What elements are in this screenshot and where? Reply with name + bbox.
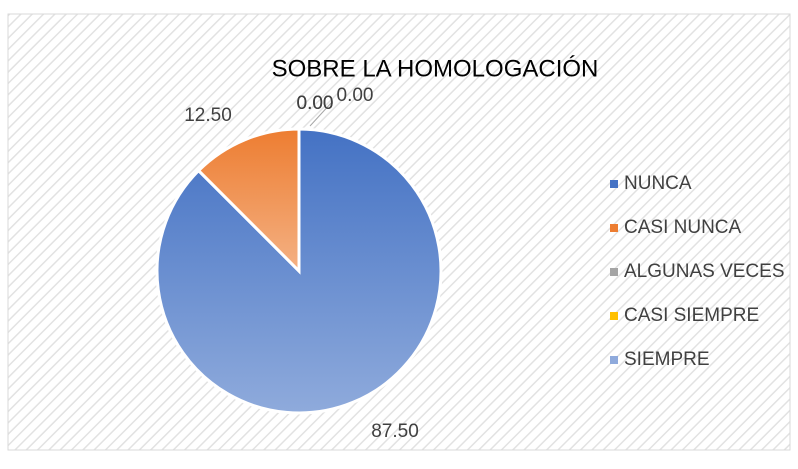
legend-label: SIEMPRE (624, 349, 710, 370)
legend-label: CASI NUNCA (624, 217, 742, 238)
data-label: 0.00 (297, 93, 334, 114)
legend-label: NUNCA (624, 173, 692, 194)
legend-swatch (610, 268, 618, 276)
leader-line (309, 101, 333, 127)
data-label: 0.00 (297, 93, 334, 114)
data-label: 87.50 (371, 421, 419, 442)
legend-swatch (610, 224, 618, 232)
legend-label: ALGUNAS VECES (624, 261, 785, 282)
legend-swatch (610, 356, 618, 364)
pie-slice (196, 127, 301, 275)
data-label: 0.00 (337, 85, 374, 106)
legend-swatch (610, 180, 618, 188)
legend-swatch (610, 312, 618, 320)
data-label: 12.50 (184, 105, 232, 126)
legend-label: CASI SIEMPRE (624, 305, 759, 326)
chart-title: SOBRE LA HOMOLOGACIÓN (272, 55, 599, 82)
